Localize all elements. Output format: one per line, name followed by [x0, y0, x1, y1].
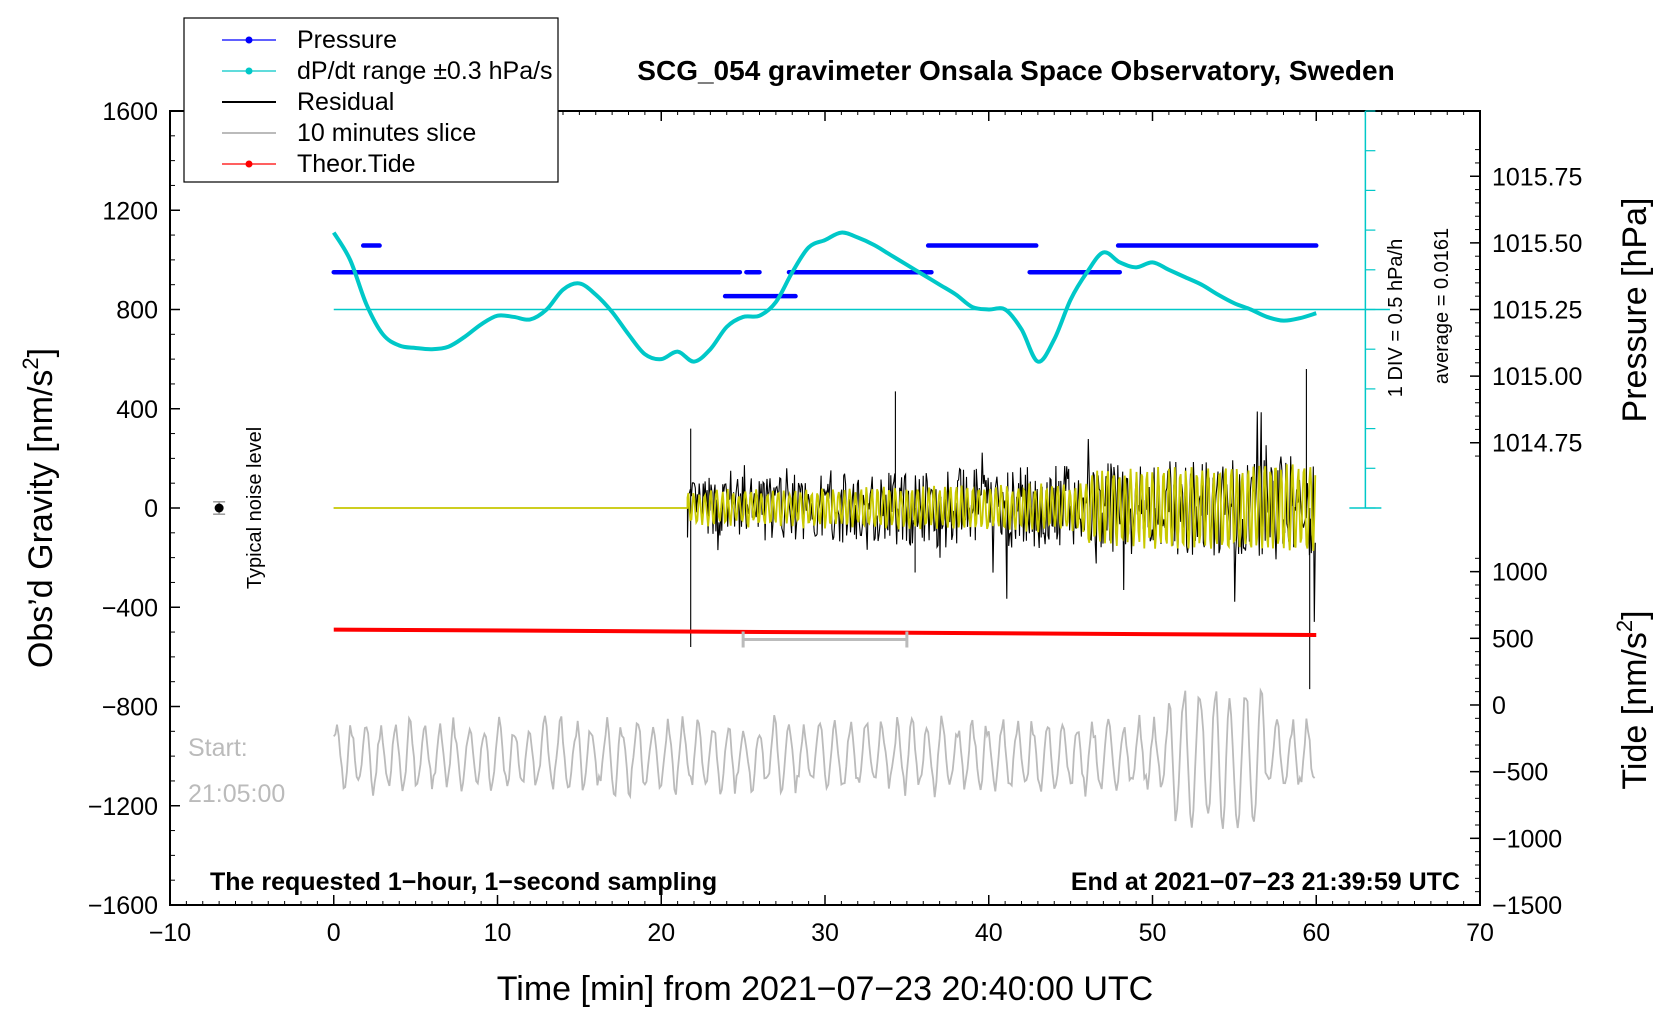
y-axis-tide-label: Tide [nm/s2]	[1612, 610, 1654, 789]
dpdt-series-layer	[332, 230, 1317, 364]
tide-tick-label: −1000	[1492, 825, 1562, 853]
x-tick-label: 10	[484, 919, 512, 947]
tide-tick-label: −1500	[1492, 892, 1562, 920]
start-time-label: 21:05:00	[188, 780, 285, 808]
chart-title: SCG_054 gravimeter Onsala Space Observat…	[637, 55, 1394, 86]
legend-swatch-dot	[245, 67, 253, 75]
pressure-tick-label: 1015.50	[1492, 230, 1582, 258]
x-tick-label: −10	[149, 919, 191, 947]
residual-series-layer	[333, 369, 1317, 690]
slice-series-layer	[333, 687, 1316, 829]
x-tick-label: 20	[647, 919, 675, 947]
noise-marker-dot	[214, 503, 224, 513]
dpdt-line	[332, 230, 1317, 364]
noise-level-label: Typical noise level	[244, 427, 266, 589]
y-tick-label: 0	[144, 495, 158, 523]
legend-label: Residual	[297, 88, 394, 116]
pressure-series-layer	[331, 243, 1319, 299]
legend-box	[183, 17, 559, 183]
legend: Pressure dP/dt range ±0.3 hPa/s Residual 10…	[183, 17, 559, 183]
pressure-tick-label: 1015.25	[1492, 297, 1582, 325]
tide-tick-label: 0	[1492, 692, 1506, 720]
y-tick-label: 1200	[102, 197, 158, 225]
annotation-layer	[213, 501, 909, 648]
pressure-scale-bar-layer	[1349, 110, 1382, 509]
legend-label: dP/dt range ±0.3 hPa/s	[297, 57, 553, 85]
filtered-residual-line	[333, 464, 1317, 551]
x-tick-label: 40	[975, 919, 1003, 947]
pressure-tick-label: 1015.00	[1492, 363, 1582, 391]
y-tick-label: −1600	[88, 892, 158, 920]
x-axis: −10 0 10 20 30 40 50 60 70	[149, 111, 1494, 947]
legend-swatch-dot	[245, 36, 253, 44]
y-axis-pressure: 1015.75 1015.50 1015.25 1015.00 1014.75	[1470, 149, 1582, 458]
start-label: Start:	[188, 734, 248, 762]
note-right: End at 2021−07−23 21:39:59 UTC	[1071, 868, 1460, 896]
y-axis-tide-label-sup: 2	[1612, 620, 1637, 632]
y-tick-label: 1600	[102, 98, 158, 126]
y-tick-label: 800	[116, 297, 158, 325]
tide-series-layer	[333, 627, 1317, 638]
legend-items: Pressure dP/dt range ±0.3 hPa/s Residual 10…	[222, 26, 553, 178]
pressure-tick-label: 1015.75	[1492, 163, 1582, 191]
residual-line	[333, 369, 1316, 690]
legend-label: 10 minutes slice	[297, 119, 476, 147]
x-tick-label: 0	[327, 919, 341, 947]
legend-swatch-dot	[245, 160, 253, 168]
scale-bar-label-1: 1 DIV = 0.5 hPa/h	[1385, 239, 1407, 397]
tide-tick-label: −500	[1492, 759, 1548, 787]
legend-label: Pressure	[297, 26, 397, 54]
tide-line	[333, 627, 1317, 638]
y-axis-left-label-main: Obs’d Gravity [nm/s	[22, 370, 60, 669]
y-tick-label: −800	[102, 694, 158, 722]
legend-label: Theor.Tide	[297, 150, 416, 178]
y-tick-label: −1200	[88, 793, 158, 821]
y-axis-left: 1600 1200 800 400 0 −400 −800 −1200 −1600	[88, 98, 180, 920]
pressure-tick-label: 1014.75	[1492, 430, 1582, 458]
x-tick-label: 60	[1302, 919, 1330, 947]
slice-line	[333, 687, 1316, 829]
y-axis-pressure-label: Pressure [hPa]	[1616, 198, 1654, 423]
y-tick-label: 400	[116, 396, 158, 424]
y-axis-left-label-sup: 2	[18, 357, 43, 369]
note-left: The requested 1−hour, 1−second sampling	[210, 868, 717, 896]
x-axis-label: Time [min] from 2021−07−23 20:40:00 UTC	[497, 970, 1153, 1008]
y-axis-left-label-close: ]	[22, 348, 60, 357]
y-axis-left-label: Obs’d Gravity [nm/s2]	[18, 348, 60, 668]
scale-bar-label-2: average = 0.0161	[1431, 228, 1453, 384]
y-axis-tide-label-main: Tide [nm/s	[1616, 632, 1654, 789]
y-tick-label: −400	[102, 594, 158, 622]
y-axis-tide-label-close: ]	[1616, 610, 1654, 619]
x-tick-label: 50	[1139, 919, 1167, 947]
tide-tick-label: 500	[1492, 625, 1534, 653]
tide-tick-label: 1000	[1492, 559, 1548, 587]
y-axis-tide: 1000 500 0 −500 −1000 −1500	[1470, 557, 1562, 920]
x-tick-label: 30	[811, 919, 839, 947]
x-tick-label: 70	[1466, 919, 1494, 947]
